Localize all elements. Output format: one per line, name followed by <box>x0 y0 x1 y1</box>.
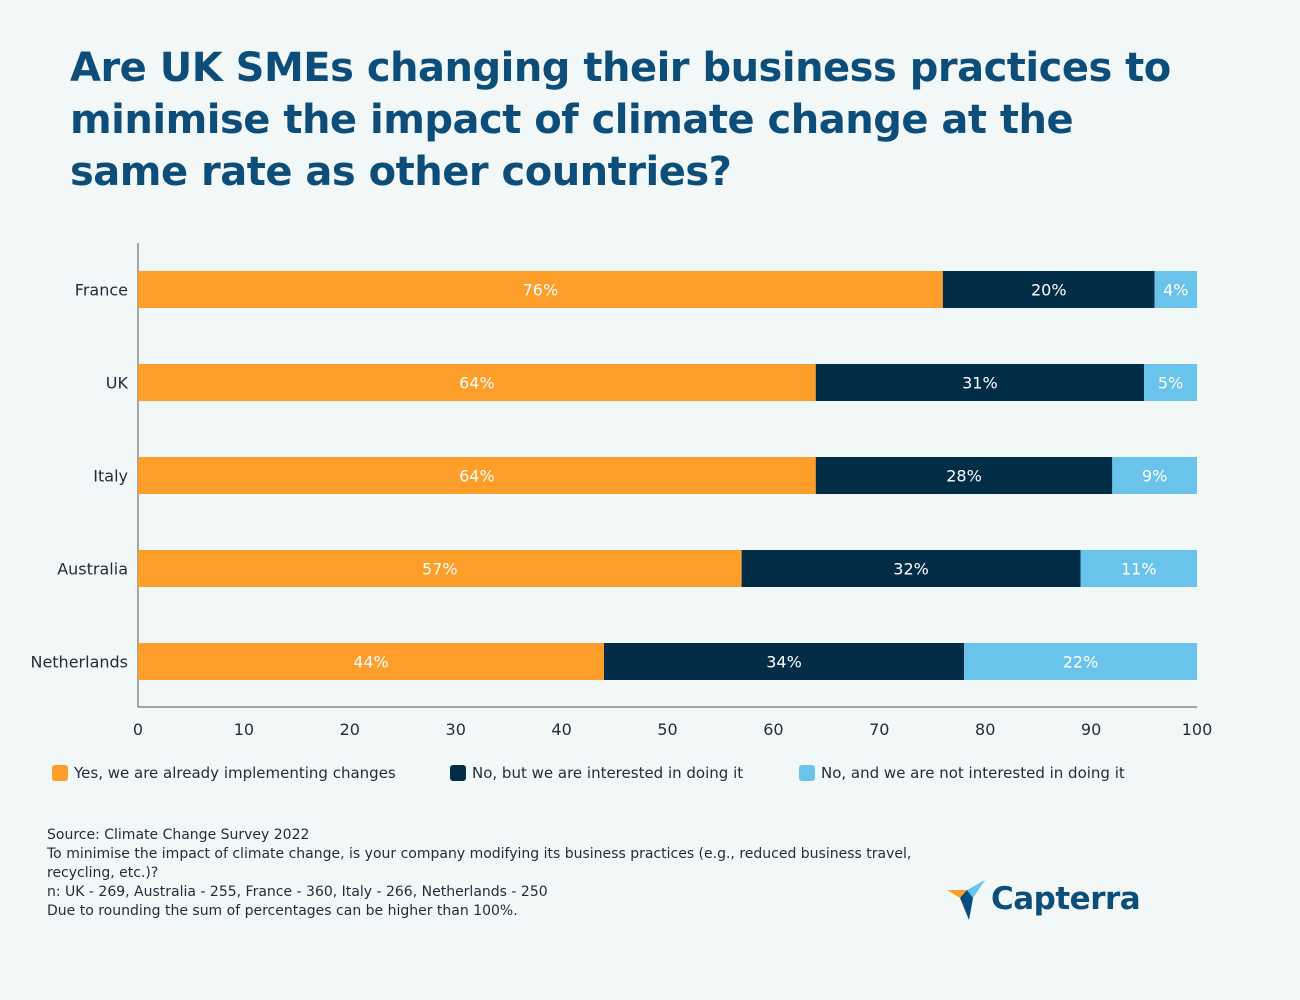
legend-item-yes: Yes, we are already implementing changes <box>52 764 396 782</box>
bar-data-label: 32% <box>893 560 929 579</box>
x-tick-label: 90 <box>1081 720 1101 739</box>
legend-swatch-not-interested <box>799 765 815 781</box>
bar-data-label: 20% <box>1031 281 1067 300</box>
chart-legend: Yes, we are already implementing changes… <box>0 764 1300 788</box>
y-category-label: Italy <box>93 467 128 486</box>
bar-data-label: 5% <box>1158 374 1183 393</box>
bar-segment <box>138 550 742 587</box>
stacked-bar-chart: 0 10 20 30 40 50 60 70 80 90 100 France 76% 20% 4% UK 64… <box>30 243 1213 739</box>
bar-data-label: 4% <box>1163 281 1188 300</box>
x-tick-label: 100 <box>1182 720 1213 739</box>
footnote-sample-sizes: n: UK - 269, Australia - 255, France - 3… <box>47 884 548 900</box>
bar-segment <box>1154 271 1197 308</box>
bar-segment <box>1144 364 1197 401</box>
bar-segment <box>815 364 1145 401</box>
x-tick-label: 20 <box>340 720 360 739</box>
bar-data-label: 34% <box>766 653 802 672</box>
bar-data-label: 11% <box>1121 560 1157 579</box>
bar-data-label: 44% <box>353 653 389 672</box>
x-tick-label: 80 <box>975 720 995 739</box>
legend-label-not-interested: No, and we are not interested in doing i… <box>821 764 1125 782</box>
bar-segment <box>138 271 943 308</box>
bar-segment <box>138 457 816 494</box>
footnote-rounding: Due to rounding the sum of percentages c… <box>47 903 518 919</box>
y-category-label: France <box>75 281 128 300</box>
legend-item-not-interested: No, and we are not interested in doing i… <box>799 764 1125 782</box>
bar-data-label: 76% <box>523 281 559 300</box>
legend-swatch-yes <box>52 765 68 781</box>
legend-item-interested: No, but we are interested in doing it <box>450 764 743 782</box>
bar-segment <box>138 643 604 680</box>
bar-segment <box>138 364 816 401</box>
bar-data-label: 9% <box>1142 467 1167 486</box>
capterra-logo-icon <box>947 880 985 920</box>
bar-segment <box>603 643 965 680</box>
legend-label-yes: Yes, we are already implementing changes <box>74 764 396 782</box>
x-tick-label: 0 <box>133 720 143 739</box>
y-category-label: UK <box>106 374 129 393</box>
x-tick-label: 60 <box>763 720 783 739</box>
y-category-label: Netherlands <box>30 653 128 672</box>
y-category-label: Australia <box>57 560 128 579</box>
bar-segment <box>815 457 1113 494</box>
x-tick-label: 70 <box>869 720 889 739</box>
x-tick-label: 30 <box>446 720 466 739</box>
bar-data-label: 64% <box>459 467 495 486</box>
chart-title: Are UK SMEs changing their business prac… <box>70 45 1171 195</box>
bar-segment <box>942 271 1155 308</box>
bar-segment <box>1080 550 1197 587</box>
capterra-logo: Capterra <box>945 876 1141 922</box>
footnote-question: To minimise the impact of climate change… <box>47 846 912 881</box>
bar-segment <box>1112 457 1197 494</box>
x-tick-label: 40 <box>551 720 571 739</box>
bar-segment <box>741 550 1081 587</box>
bar-segment <box>964 643 1197 680</box>
capterra-logo-text: Capterra <box>991 881 1141 917</box>
bar-data-label: 57% <box>422 560 458 579</box>
legend-swatch-interested <box>450 765 466 781</box>
footnotes: Source: Climate Change Survey 2022 To mi… <box>47 826 927 921</box>
legend-label-interested: No, but we are interested in doing it <box>472 764 744 782</box>
bar-data-label: 28% <box>946 467 982 486</box>
footnote-source: Source: Climate Change Survey 2022 <box>47 827 310 843</box>
x-tick-label: 10 <box>234 720 254 739</box>
bar-data-label: 64% <box>459 374 495 393</box>
x-tick-label: 50 <box>657 720 677 739</box>
bar-data-label: 22% <box>1063 653 1099 672</box>
bar-data-label: 31% <box>962 374 998 393</box>
